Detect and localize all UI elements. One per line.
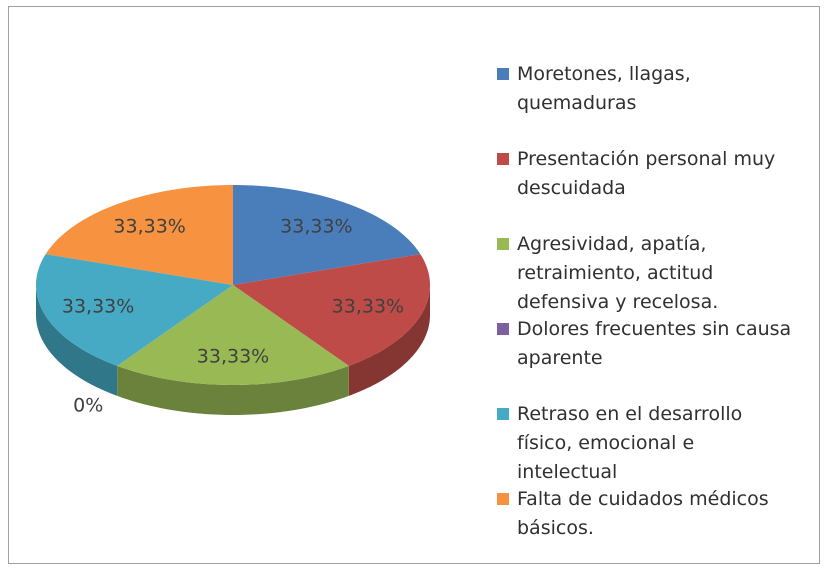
data-label: 33,33%: [197, 346, 269, 368]
data-label: 33,33%: [62, 296, 134, 318]
slice-side: [117, 365, 349, 415]
legend-swatch: [497, 238, 509, 250]
slice: [233, 254, 430, 366]
data-label: 33,33%: [332, 296, 404, 318]
slice: [117, 285, 349, 385]
legend-swatch: [497, 323, 509, 335]
slice: [45, 185, 234, 285]
legend: Moretones, llagas, quemaduras Presentació…: [495, 60, 795, 570]
legend-item: Moretones, llagas, quemaduras: [495, 60, 795, 145]
slice: [233, 185, 421, 285]
data-label: 0%: [73, 395, 103, 417]
legend-item: Agresividad, apatía, retraimiento, actit…: [495, 230, 795, 315]
legend-swatch: [497, 493, 509, 505]
legend-label: Presentación personal muy descuidada: [517, 148, 776, 199]
legend-swatch: [497, 408, 509, 420]
legend-label: Agresividad, apatía, retraimiento, actit…: [517, 233, 719, 313]
chart-frame: [8, 6, 820, 564]
legend-label: Dolores frecuentes sin causa aparente: [517, 318, 792, 369]
legend-label: Falta de cuidados médicos básicos.: [517, 488, 769, 539]
slice-side: [36, 285, 118, 396]
data-label: 33,33%: [280, 215, 352, 237]
legend-label: Retraso en el desarrollo físico, emocion…: [517, 403, 743, 483]
legend-label: Moretones, llagas, quemaduras: [517, 63, 691, 114]
legend-item: Retraso en el desarrollo físico, emocion…: [495, 400, 795, 485]
slice: [36, 254, 233, 366]
legend-swatch: [497, 153, 509, 165]
legend-swatch: [497, 68, 509, 80]
legend-item: Presentación personal muy descuidada: [495, 145, 795, 230]
legend-item: Dolores frecuentes sin causa aparente: [495, 315, 795, 400]
legend-item: Falta de cuidados médicos básicos.: [495, 485, 795, 570]
slice-side: [348, 285, 430, 396]
data-label: 33,33%: [113, 215, 185, 237]
